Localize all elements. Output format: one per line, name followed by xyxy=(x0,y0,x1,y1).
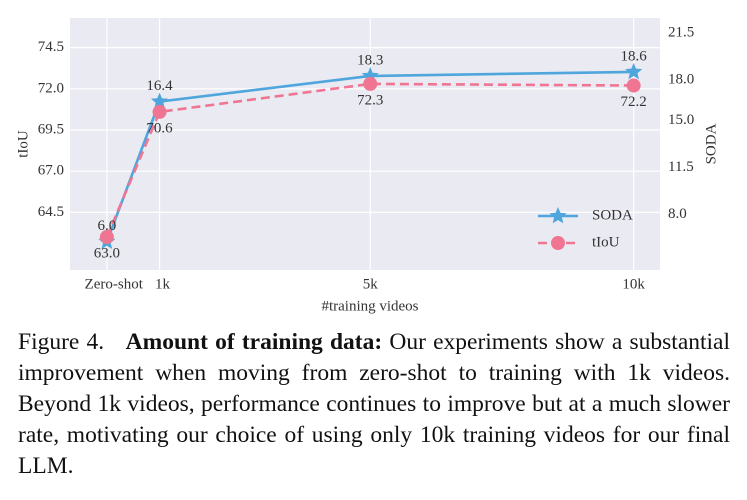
y2-tick-label: 11.5 xyxy=(668,159,694,175)
circle-marker xyxy=(152,104,167,119)
series-line xyxy=(105,82,634,238)
circle-marker xyxy=(626,78,641,93)
y-tick-label: 72.0 xyxy=(38,80,64,96)
star-marker xyxy=(625,62,643,80)
circle-marker xyxy=(363,76,378,91)
y2-tick-label: 8.0 xyxy=(668,206,687,222)
x-tick-label: 1k xyxy=(155,276,171,292)
legend-marker xyxy=(551,236,565,250)
legend-label: SODA xyxy=(592,207,633,223)
legend-marker xyxy=(549,207,567,224)
y2-axis-label: SODA xyxy=(703,123,719,164)
caption: Figure 4. Amount of training data: Our e… xyxy=(18,327,730,482)
plot-area xyxy=(70,18,660,270)
data-label: 16.4 xyxy=(146,78,173,94)
x-axis-label: #training videos xyxy=(321,298,418,314)
data-label: 6.0 xyxy=(98,218,117,234)
caption-bold: Amount of training data: xyxy=(125,329,383,355)
data-label: 72.3 xyxy=(357,92,383,108)
data-label: 18.6 xyxy=(621,48,648,64)
y-tick-label: 64.5 xyxy=(38,204,64,220)
y-tick-label: 69.5 xyxy=(38,121,64,137)
y-axis-label: tIoU xyxy=(15,130,31,158)
data-label: 70.6 xyxy=(146,120,173,136)
y2-tick-label: 15.0 xyxy=(668,112,694,128)
y-tick-label: 74.5 xyxy=(38,39,64,55)
x-tick-label: 5k xyxy=(363,276,379,292)
data-label: 18.3 xyxy=(357,52,383,68)
y2-tick-label: 18.0 xyxy=(668,71,694,87)
star-marker xyxy=(151,92,169,109)
x-tick-label: Zero-shot xyxy=(85,276,144,292)
caption-text: Our experiments show a substantial impro… xyxy=(18,329,731,479)
legend: SODA tIoU xyxy=(538,207,633,250)
y-tick-label: 67.0 xyxy=(38,163,64,179)
data-label: 72.2 xyxy=(621,94,647,110)
chart: #training videos tIoU SODA 64.5 67.0 69.5 7… xyxy=(15,18,719,314)
x-tick-label: 10k xyxy=(622,276,645,292)
caption-label: Figure 4. xyxy=(18,329,105,355)
circle-marker xyxy=(99,230,114,245)
y2-tick-label: 21.5 xyxy=(668,24,694,40)
data-label: 63.0 xyxy=(94,245,120,261)
legend-label: tIoU xyxy=(592,234,620,250)
